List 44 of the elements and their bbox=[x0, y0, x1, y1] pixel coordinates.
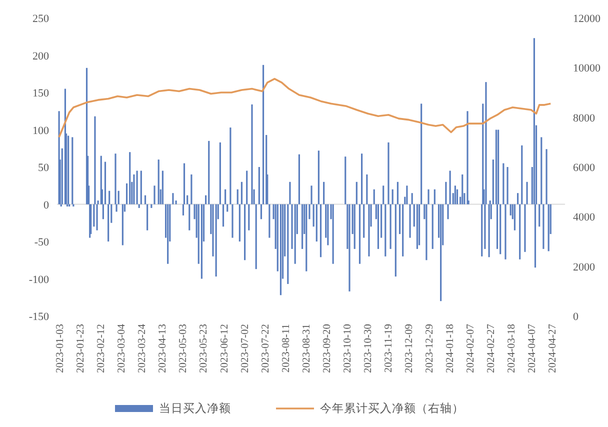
y-tick-label: -150 bbox=[28, 311, 50, 323]
x-tick-label: 2023-10-10 bbox=[342, 324, 354, 373]
x-tick-label: 2023-09-20 bbox=[322, 324, 333, 373]
x-tick-label: 2023-12-29 bbox=[424, 324, 436, 373]
x-tick-label: 2023-08-11 bbox=[280, 324, 292, 373]
y-tick-label: -100 bbox=[28, 274, 50, 286]
x-tick-label: 2023-01-23 bbox=[76, 324, 87, 373]
x-tick-label: 2023-04-13 bbox=[158, 324, 169, 373]
y2-tick-label: 6000 bbox=[573, 162, 596, 174]
x-tick-label: 2023-05-23 bbox=[198, 324, 210, 373]
line-series bbox=[58, 78, 552, 138]
x-tick-label: 2024-02-27 bbox=[486, 324, 498, 373]
x-tick-label: 2023-10-30 bbox=[362, 324, 374, 373]
y-tick-label: 100 bbox=[32, 124, 50, 137]
y-tick-label: 0 bbox=[44, 199, 50, 212]
y-tick-label: 150 bbox=[32, 88, 50, 100]
y-tick-label: 200 bbox=[32, 50, 50, 62]
y2-tick-label: 10000 bbox=[573, 62, 601, 75]
x-tick-label: 2023-07-22 bbox=[260, 324, 272, 373]
x-tick-label: 2023-06-12 bbox=[219, 324, 230, 373]
y-tick-label: 250 bbox=[32, 13, 50, 25]
y-tick-label: 50 bbox=[38, 162, 50, 174]
x-tick-label: 2024-04-07 bbox=[527, 324, 538, 373]
y2-tick-label: 4000 bbox=[573, 212, 596, 224]
x-tick-label: 2023-07-02 bbox=[240, 324, 251, 373]
x-tick-label: 2023-08-31 bbox=[301, 324, 312, 373]
x-tick-label: 2024-03-18 bbox=[506, 324, 518, 373]
legend-label: 今年累计买入净额（右轴） bbox=[320, 401, 464, 415]
y-tick-label: -50 bbox=[34, 236, 50, 248]
x-tick-label: 2024-04-27 bbox=[548, 324, 559, 373]
x-tick-label: 2023-12-09 bbox=[404, 324, 415, 373]
x-tick-label: 2024-02-07 bbox=[466, 324, 477, 373]
y2-tick-label: 2000 bbox=[573, 261, 596, 274]
y2-tick-label: 0 bbox=[573, 311, 579, 323]
x-tick-label: 2023-01-03 bbox=[55, 324, 66, 373]
y2-tick-label: 12000 bbox=[573, 13, 601, 25]
x-tick-label: 2023-03-24 bbox=[137, 323, 148, 373]
x-tick-label: 2023-11-19 bbox=[383, 324, 394, 373]
legend-label: 当日买入净额 bbox=[159, 401, 231, 415]
x-tick-label: 2023-05-03 bbox=[178, 324, 190, 373]
y2-tick-label: 8000 bbox=[573, 112, 596, 124]
x-tick-label: 2024-01-18 bbox=[445, 324, 456, 373]
x-tick-label: 2023-03-04 bbox=[116, 323, 128, 373]
x-tick-label: 2023-02-12 bbox=[96, 324, 108, 373]
